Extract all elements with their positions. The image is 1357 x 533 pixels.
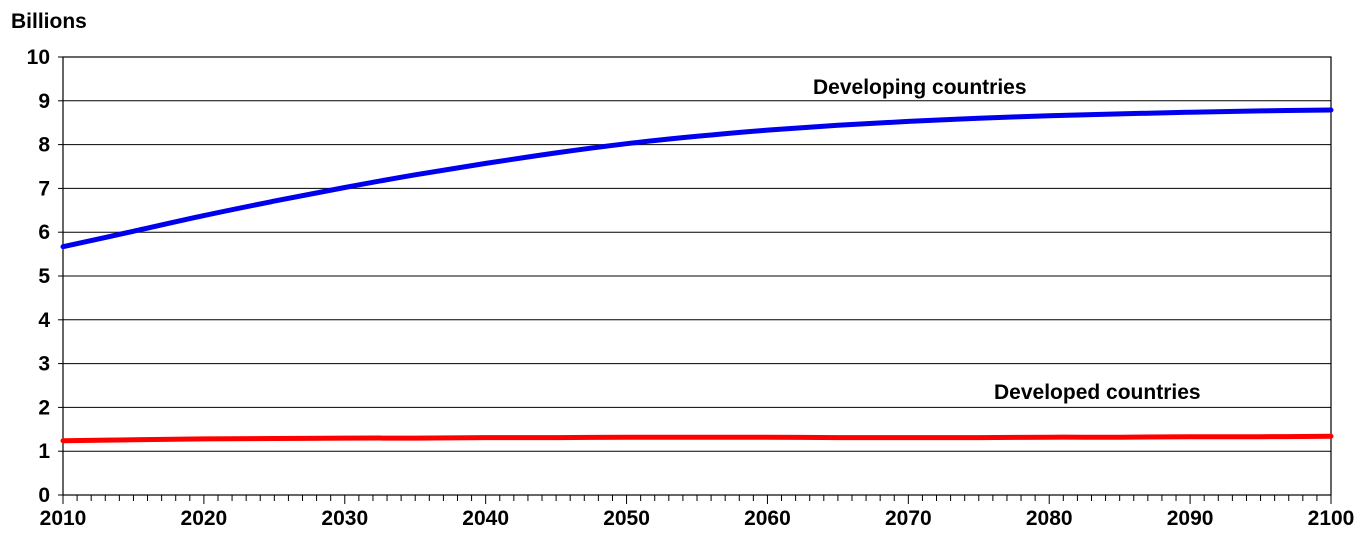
series-line-developed-countries <box>60 433 1334 444</box>
y-tick-label: 8 <box>38 134 50 157</box>
gridlines <box>63 100 1331 452</box>
y-tick-label: 5 <box>38 265 50 288</box>
x-tick-label: 2060 <box>744 507 791 530</box>
y-tick-label: 1 <box>38 440 50 463</box>
x-tick-label: 2090 <box>1167 507 1214 530</box>
y-tick-label: 10 <box>27 46 50 69</box>
series-label-developing: Developing countries <box>813 76 1027 99</box>
x-tick-label: 2040 <box>462 507 509 530</box>
x-tick-label: 2070 <box>885 507 932 530</box>
x-axis-ticks: 2010 2020 2030 2040 2050 2060 2070 2080 2090 2100 <box>40 495 1355 530</box>
y-tick-label: 0 <box>38 484 50 507</box>
y-axis-ticks: 0 1 2 3 4 5 6 7 8 9 10 <box>27 46 63 507</box>
y-axis-label: Billions <box>11 10 87 33</box>
y-tick-label: 4 <box>38 309 50 332</box>
x-tick-label: 2030 <box>321 507 368 530</box>
y-tick-label: 9 <box>38 90 50 113</box>
x-tick-label: 2050 <box>603 507 650 530</box>
series-line-developing-countries <box>60 107 1334 250</box>
x-tick-label: 2010 <box>40 507 87 530</box>
y-tick-label: 2 <box>38 396 50 419</box>
x-tick-label: 2020 <box>181 507 228 530</box>
y-tick-label: 3 <box>38 353 50 376</box>
x-tick-label: 2080 <box>1026 507 1073 530</box>
series-lines <box>60 107 1334 444</box>
x-tick-label: 2100 <box>1308 507 1355 530</box>
y-tick-label: 7 <box>38 177 50 200</box>
series-label-developed: Developed countries <box>994 381 1201 404</box>
y-tick-label: 6 <box>38 221 50 244</box>
